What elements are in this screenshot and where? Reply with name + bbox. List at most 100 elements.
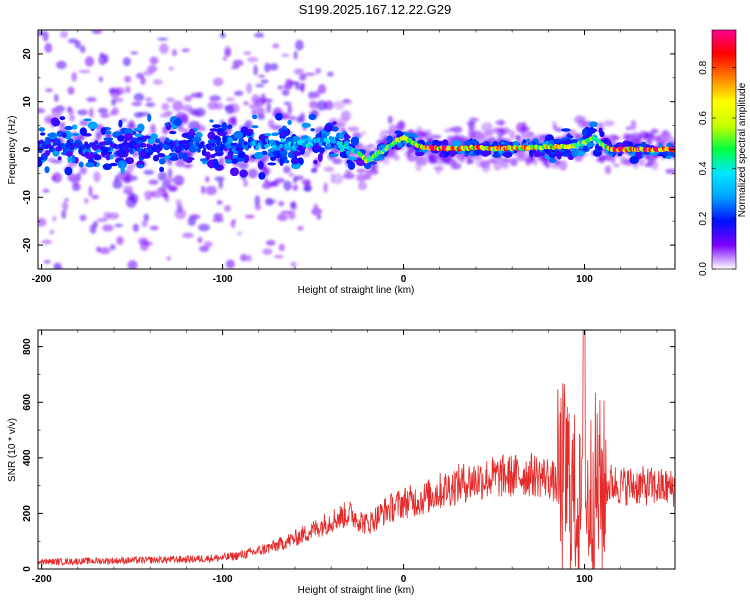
spectrogram-blob [38,159,43,168]
spectrogram-noise-blob [310,167,318,173]
spectrogram-blob [213,158,218,163]
y-tick-label: 800 [22,338,33,355]
y-tick-label: -20 [22,237,33,252]
spectrogram-noise-blob [161,189,168,199]
spectrogram-ridge-cell [137,147,142,153]
spectrogram-blob [137,123,145,132]
spectrogram-ridge-cell [304,139,309,145]
spectrogram-ridge-cell [39,139,44,144]
spectrogram-noise-blob [165,176,175,183]
spectrogram-noise-blob [341,116,350,123]
spectrogram-noise-blob [299,112,306,123]
spectrogram-blob [103,137,114,142]
spectrogram-blob [169,130,177,135]
spectrogram-noise-blob [232,219,237,223]
spectrogram-noise-blob [501,164,509,169]
spectrogram-ridge-cell [56,139,61,145]
spectrogram-noise-blob [181,48,190,53]
spectrogram-blob [229,167,239,177]
spectrogram-noise-blob [99,112,111,119]
spectrogram-blob [57,156,62,161]
spectrogram-blob [394,130,402,135]
spectrogram-noise-blob [222,56,228,61]
spectrogram-blob [118,119,123,128]
spectrogram-noise-blob [197,236,203,244]
spectrogram-noise-blob [281,53,290,57]
spectrogram-blob [254,151,264,160]
spectrogram-blob [209,119,214,123]
spectrogram-noise-blob [597,154,607,161]
spectrogram-blob [205,151,211,161]
spectrogram-blob [173,117,183,127]
spectrogram-noise-blob [175,159,186,167]
spectrogram-noise-blob [218,179,223,190]
spectrogram-blob [271,132,279,137]
spectrogram-noise-blob [248,103,259,110]
spectrogram-blob [71,124,78,130]
spectrogram-blob [85,162,95,168]
spectrogram-noise-blob [169,66,174,71]
spectrogram-noise-blob [294,81,301,90]
spectrogram-noise-blob [251,109,256,117]
colorbar-tick-label: 0.8 [698,60,709,74]
spectrogram-noise-blob [38,217,47,227]
spectrogram-noise-blob [175,199,182,206]
spectrogram-noise-blob [323,100,334,111]
spectrogram-noise-blob [51,18,56,23]
spectrogram-blob [347,156,358,161]
spectrogram-blob [162,155,172,160]
spectrogram-blob [350,136,360,146]
colorbar-tick-label: 0.0 [698,262,709,276]
spectrogram-noise-blob [189,7,193,18]
spectrogram-noise-blob [149,225,159,231]
spectrogram-blob [51,118,61,127]
spectrogram-noise-blob [128,119,135,129]
spectrogram-blob [301,122,311,128]
spectrogram-noise-blob [293,68,304,75]
spectrogram-ridge-cell [302,143,306,148]
spectrogram-blob [47,132,56,138]
spectrogram-noise-blob [481,163,491,173]
spectrogram-ridge-cell [200,141,205,146]
spectrogram-noise-blob [468,122,476,131]
spectrogram-noise-blob [44,42,53,53]
spectrogram-blob [87,121,98,130]
spectrogram-noise-blob [52,172,63,183]
spectrogram-blob [257,160,264,170]
spectrogram-ridge-cell [189,141,194,146]
chart-title: S199.2025.167.12.22.G29 [298,2,452,17]
x-tick-label: -100 [213,274,233,285]
spectrogram-blob [318,147,325,153]
spectrogram-noise-blob [301,178,311,186]
spectrogram-blob [56,130,64,137]
spectrogram-noise-blob [97,107,108,114]
snr-panel: -200 -100 0 100 0 200 400 600 800 Height of str… [7,329,676,596]
spectrogram-ridge-cell [122,143,127,148]
spectrogram-blob [104,130,112,135]
spectrogram-blob [100,127,107,135]
spectrogram-blob [464,140,471,146]
y-tick-label: 200 [22,505,33,522]
spectrogram-blob [230,158,239,164]
spectrogram-noise-blob [254,32,265,38]
spectrogram-blob [283,159,290,164]
spectrogram-blob [287,119,292,126]
spectrogram-noise-blob [315,90,321,99]
spectrogram-noise-blob [177,281,189,290]
spectrogram-noise-blob [295,39,304,51]
spectrogram-blob [227,124,233,130]
spectrogram-blob [338,133,345,140]
spectrogram-blob [164,122,170,126]
spectrogram-blob [581,128,588,137]
spectrogram-noise-blob [297,225,304,231]
spectrogram-noise-blob [283,101,292,106]
spectrogram-blob [503,151,513,158]
spectrogram-ridge-cell [183,139,187,145]
spectrogram-noise-blob [429,159,438,165]
spectrogram-noise-blob [125,86,131,94]
spectrogram-blob [556,152,562,160]
spectrogram-noise-blob [111,107,119,116]
spectrogram-noise-blob [468,117,479,123]
spectrogram-noise-blob [251,94,261,105]
spectrogram-noise-blob [45,88,53,93]
